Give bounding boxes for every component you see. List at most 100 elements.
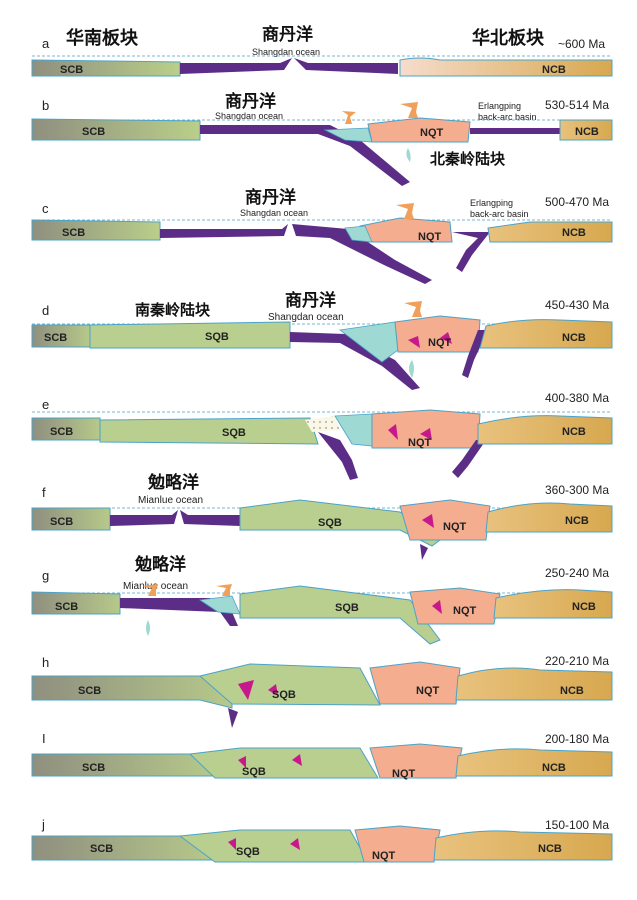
oceanic-crust-right bbox=[294, 58, 398, 74]
pluton bbox=[432, 600, 442, 614]
backarc-basin bbox=[470, 128, 560, 134]
panel-b: b 商丹洋 Shangdan ocean Erlangping back-arc… bbox=[31, 91, 613, 186]
block-label-nqt: NQT bbox=[428, 337, 452, 349]
block-label-nqt: NQT bbox=[372, 850, 396, 862]
sqb-block bbox=[99, 417, 319, 445]
block-label-scb: SCB bbox=[82, 762, 105, 774]
panel-letter: g bbox=[42, 568, 49, 583]
oceanic-crust-left bbox=[180, 58, 292, 74]
sqb-block bbox=[178, 829, 369, 863]
ocean-label-en: Shangdan ocean bbox=[240, 208, 308, 218]
block-label-sqb: SQB bbox=[318, 517, 342, 529]
age-label: 450-430 Ma bbox=[545, 298, 609, 312]
oceanic-crust-right bbox=[180, 510, 240, 526]
block-label-ncb: NCB bbox=[560, 685, 584, 697]
age-label: ~600 Ma bbox=[558, 37, 605, 51]
volcano-icon bbox=[400, 102, 418, 118]
block-label-ncb: NCB bbox=[538, 843, 562, 855]
nqt-block bbox=[354, 825, 441, 863]
pluton bbox=[420, 428, 432, 440]
arc-wedge bbox=[344, 225, 373, 243]
basin-label-1: Erlangping bbox=[470, 198, 513, 208]
age-label: 360-300 Ma bbox=[545, 483, 609, 497]
slab-fragment bbox=[420, 544, 428, 560]
block-label-nqt: NQT bbox=[408, 437, 432, 449]
panel-h: h 220-210 Ma SCB SQB NQT NCB bbox=[31, 654, 613, 728]
ncb-block bbox=[433, 830, 613, 861]
age-label: 530-514 Ma bbox=[545, 98, 609, 112]
block-label-ncb: NCB bbox=[572, 601, 596, 613]
block-label-scb: SCB bbox=[44, 332, 67, 344]
magma-drop bbox=[406, 148, 411, 162]
pluton bbox=[238, 756, 246, 768]
oceanic-crust-left bbox=[110, 510, 178, 526]
block-label-ncb: NCB bbox=[542, 762, 566, 774]
basin-label-1: Erlangping bbox=[478, 101, 521, 111]
pluton bbox=[440, 332, 452, 344]
pluton bbox=[408, 336, 420, 348]
panel-e: e 400-380 Ma SCB SQB NQT NCB bbox=[31, 391, 613, 480]
panel-letter: I bbox=[42, 731, 46, 746]
magma-drop bbox=[146, 620, 150, 636]
block-label-ncb: NCB bbox=[562, 332, 586, 344]
oceanic-crust bbox=[290, 332, 420, 390]
basin-label-2: back-arc basin bbox=[470, 209, 529, 219]
block-label-ncb: NCB bbox=[562, 227, 586, 239]
volcano-icon bbox=[404, 301, 422, 317]
ocean-label-en: Shangdan ocean bbox=[268, 312, 344, 323]
volcano-icon bbox=[396, 203, 414, 219]
block-label-scb: SCB bbox=[50, 516, 73, 528]
block-label-nqt: NQT bbox=[418, 231, 442, 243]
panel-letter: j bbox=[41, 817, 45, 832]
scb-block bbox=[31, 675, 233, 709]
pluton bbox=[422, 514, 434, 528]
sqb-block bbox=[239, 499, 441, 547]
magma-drop bbox=[409, 360, 414, 378]
age-label: 200-180 Ma bbox=[545, 732, 609, 746]
ocean-label-cn: 商丹洋 bbox=[225, 91, 276, 112]
ncb-block bbox=[493, 589, 613, 619]
scb-block bbox=[31, 219, 161, 241]
panel-d: d 南秦岭陆块 商丹洋 Shangdan ocean 450-430 Ma SC… bbox=[31, 290, 613, 390]
oceanic-crust-right bbox=[292, 224, 432, 284]
age-label: 500-470 Ma bbox=[545, 195, 609, 209]
panel-letter: d bbox=[42, 303, 49, 318]
ncb-block bbox=[559, 119, 613, 141]
ncb-block bbox=[485, 502, 613, 533]
ncb-block bbox=[399, 57, 613, 77]
scb-block bbox=[31, 118, 201, 141]
nqt-block bbox=[367, 117, 471, 143]
panel-a: a 华南板块 商丹洋 Shangdan ocean 华北板块 ~600 Ma S… bbox=[31, 24, 613, 77]
panel-j: j 150-100 Ma SCB SQB NQT NCB bbox=[31, 817, 613, 863]
backarc-slab bbox=[452, 232, 490, 272]
block-label-nqt: NQT bbox=[443, 521, 467, 533]
block-label-sqb: SQB bbox=[205, 331, 229, 343]
block-label-sqb: SQB bbox=[222, 427, 246, 439]
age-label: 400-380 Ma bbox=[545, 391, 609, 405]
block-label-scb: SCB bbox=[78, 685, 101, 697]
pluton bbox=[228, 838, 236, 850]
panel-i: I 200-180 Ma SCB SQB NQT NCB bbox=[31, 731, 613, 780]
volcano-icon bbox=[342, 111, 356, 124]
block-label-sqb: SQB bbox=[242, 766, 266, 778]
ocean-label-cn: 商丹洋 bbox=[262, 24, 313, 45]
pluton bbox=[388, 424, 398, 440]
block-label-ncb: NCB bbox=[562, 426, 586, 438]
block-label-scb: SCB bbox=[60, 64, 83, 76]
block-label-nqt: NQT bbox=[392, 768, 416, 780]
scb-block bbox=[31, 591, 121, 615]
block-label-sqb: SQB bbox=[272, 689, 296, 701]
block-label-nqt: NQT bbox=[420, 127, 444, 139]
ocean-label-cn: 商丹洋 bbox=[285, 290, 336, 311]
block-label-scb: SCB bbox=[50, 426, 73, 438]
ncb-block bbox=[477, 415, 613, 445]
ocean-label-en: Shangdan ocean bbox=[215, 111, 283, 121]
volcano-icon bbox=[142, 584, 158, 596]
block-label-scb: SCB bbox=[62, 227, 85, 239]
block-label-nqt: NQT bbox=[416, 685, 440, 697]
micro-block-cn: 北秦岭陆块 bbox=[430, 150, 506, 168]
block-label-ncb: NCB bbox=[542, 64, 566, 76]
pluton bbox=[292, 754, 302, 766]
sqb-block bbox=[89, 321, 291, 349]
right-plate-cn: 华北板块 bbox=[472, 27, 545, 49]
